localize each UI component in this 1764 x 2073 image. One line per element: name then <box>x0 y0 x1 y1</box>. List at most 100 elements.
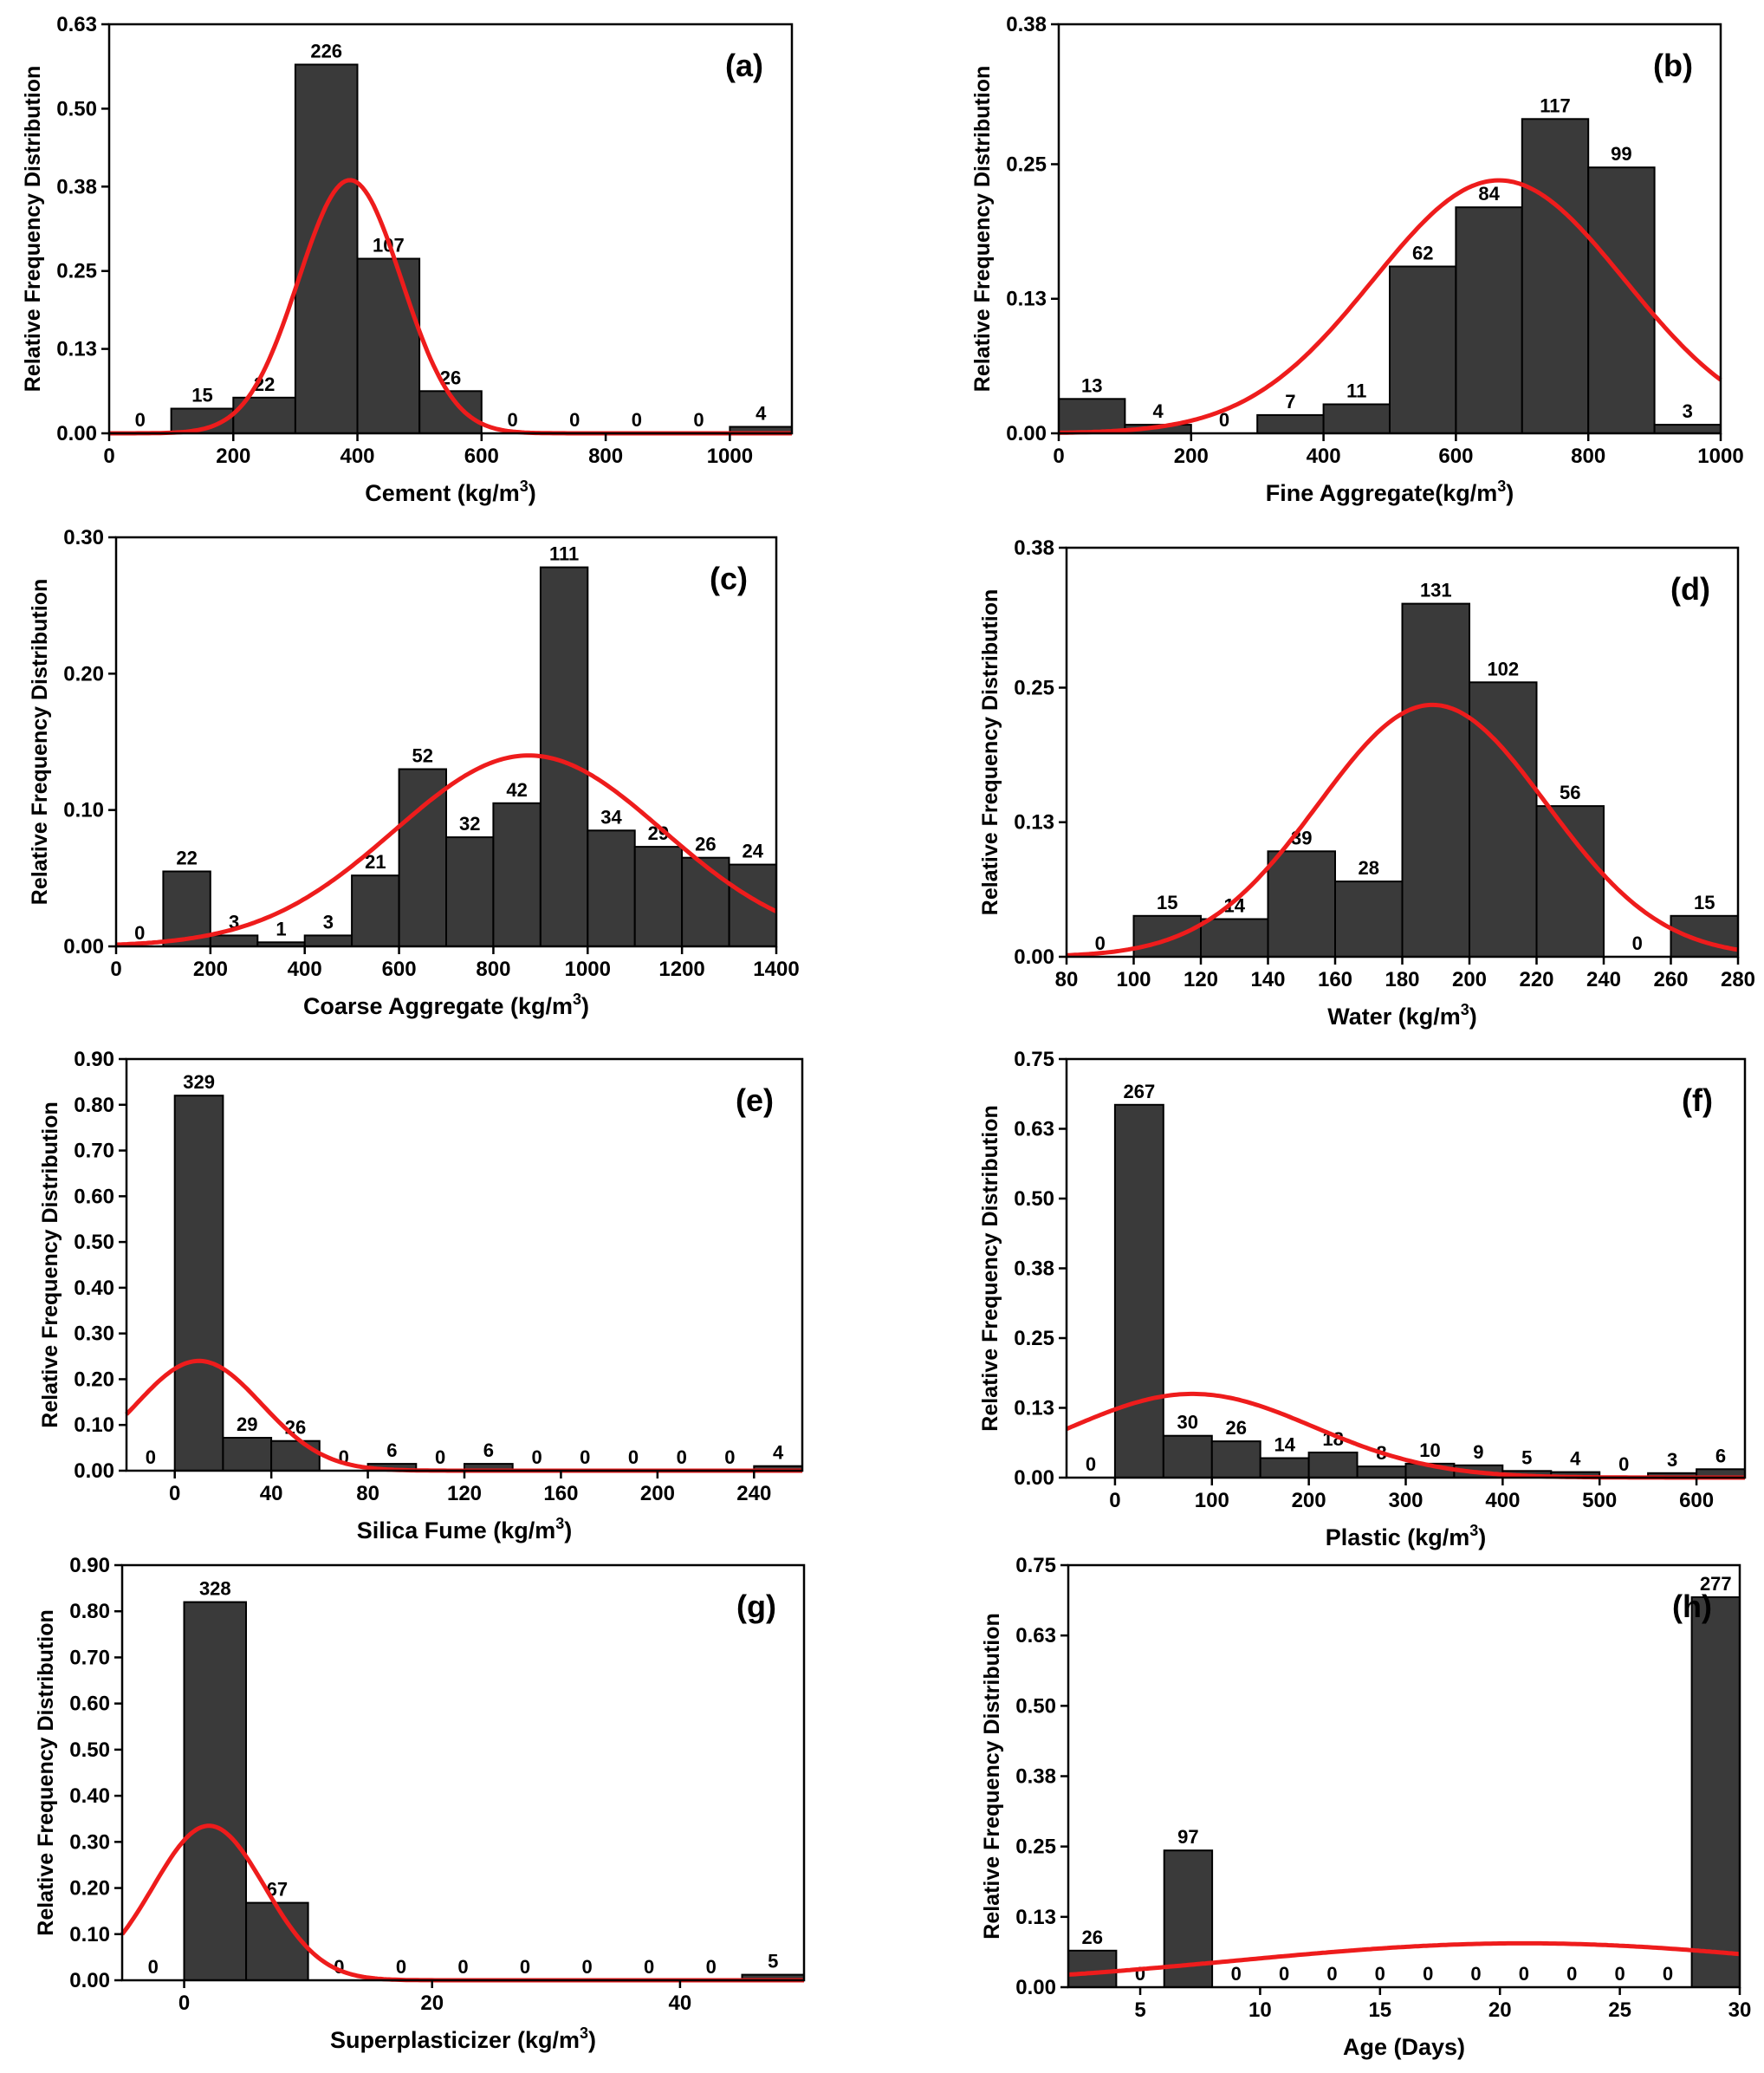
y-tick-label: 0.10 <box>69 1923 110 1946</box>
panel-letter: (h) <box>1672 1589 1712 1624</box>
count-label: 0 <box>507 409 517 431</box>
y-axis-label: Relative Frequency Distribution <box>978 589 1002 915</box>
count-label: 0 <box>135 409 146 431</box>
count-label: 0 <box>1470 1963 1481 1985</box>
x-tick-label: 80 <box>1055 968 1079 991</box>
x-axis-label-suffix: ) <box>581 993 589 1019</box>
count-label: 0 <box>580 1446 590 1468</box>
count-label: 0 <box>1423 1963 1433 1985</box>
count-label: 0 <box>644 1956 654 1978</box>
x-tick-label: 100 <box>1195 1489 1229 1512</box>
count-label: 42 <box>506 779 527 801</box>
count-label: 0 <box>520 1956 530 1978</box>
count-label: 24 <box>743 841 764 862</box>
y-tick-label: 0.50 <box>74 1231 114 1254</box>
count-label: 0 <box>1375 1963 1385 1985</box>
x-axis-label-suffix: ) <box>1506 480 1514 506</box>
y-axis-label: Relative Frequency Distribution <box>970 66 995 392</box>
x-tick-label: 180 <box>1385 968 1419 991</box>
count-label: 0 <box>724 1446 735 1468</box>
x-tick-label: 280 <box>1721 968 1755 991</box>
x-axis-label: Fine Aggregate(kg/m3) <box>1266 478 1514 506</box>
x-tick-label: 300 <box>1388 1489 1423 1512</box>
x-tick-label: 800 <box>588 445 623 468</box>
y-tick-label: 0.50 <box>1014 1187 1054 1211</box>
count-label: 3 <box>1667 1449 1677 1471</box>
y-tick-label: 0.63 <box>1014 1118 1054 1141</box>
y-tick-label: 0.00 <box>74 1459 114 1483</box>
x-axis-label-suffix: ) <box>1469 1004 1477 1030</box>
panel-letter: (b) <box>1653 48 1693 83</box>
count-label: 28 <box>1359 857 1379 879</box>
y-tick-label: 0.25 <box>1015 1836 1056 1859</box>
y-tick-label: 0.13 <box>1014 811 1054 835</box>
count-label: 4 <box>1152 400 1164 422</box>
y-tick-label: 0.50 <box>1015 1694 1056 1718</box>
y-tick-label: 0.20 <box>74 1368 114 1391</box>
count-label: 0 <box>146 1446 156 1468</box>
count-label: 0 <box>677 1446 687 1468</box>
y-tick-label: 0.80 <box>69 1600 110 1623</box>
count-label: 3 <box>323 911 334 933</box>
histogram-bar <box>1259 1457 1310 1478</box>
histogram-bar <box>1401 602 1470 958</box>
y-tick-label: 0.13 <box>1014 1397 1054 1420</box>
y-tick-label: 0.20 <box>69 1877 110 1901</box>
x-tick-label: 80 <box>356 1482 379 1505</box>
y-tick-label: 0.20 <box>63 662 104 686</box>
histogram-bar <box>1307 1452 1359 1478</box>
count-label: 0 <box>457 1956 468 1978</box>
y-tick-label: 0.00 <box>1014 946 1054 969</box>
x-axis-label-superscript: 3 <box>520 478 529 495</box>
histogram-bar <box>183 1601 247 1981</box>
x-tick-label: 200 <box>640 1482 675 1505</box>
y-tick-label: 0.00 <box>1014 1466 1054 1490</box>
y-tick-label: 0.90 <box>69 1554 110 1577</box>
x-axis-label: Cement (kg/m3) <box>365 478 536 506</box>
histogram-bar <box>1690 1596 1741 1988</box>
panel-letter: (a) <box>725 48 763 83</box>
x-tick-label: 600 <box>382 958 417 981</box>
histogram-bar <box>173 1095 224 1472</box>
y-tick-label: 0.13 <box>1015 1906 1056 1929</box>
histogram-bar <box>1455 206 1523 434</box>
count-label: 30 <box>1177 1412 1198 1433</box>
count-label: 3 <box>1683 400 1693 422</box>
x-axis-label-text: Water (kg/m <box>1327 1004 1461 1030</box>
y-tick-label: 0.38 <box>56 175 97 198</box>
count-label: 6 <box>483 1439 494 1461</box>
count-label: 0 <box>1618 1453 1629 1475</box>
y-tick-label: 0.13 <box>56 338 97 361</box>
histogram-bar <box>1389 265 1457 434</box>
count-label: 56 <box>1560 782 1580 803</box>
count-label: 0 <box>1663 1963 1673 1985</box>
count-label: 0 <box>1614 1963 1625 1985</box>
count-label: 15 <box>1694 892 1715 913</box>
count-label: 13 <box>1081 374 1102 396</box>
y-tick-label: 0.70 <box>69 1646 110 1669</box>
y-axis-label: Relative Frequency Distribution <box>978 1105 1002 1431</box>
histogram-bar <box>681 856 730 948</box>
count-label: 328 <box>199 1578 231 1600</box>
x-axis-label-superscript: 3 <box>580 2024 588 2042</box>
count-label: 0 <box>531 1446 542 1468</box>
plot-frame <box>1057 23 1722 435</box>
count-label: 0 <box>581 1956 592 1978</box>
x-tick-label: 15 <box>1368 1998 1391 2022</box>
x-tick-label: 120 <box>447 1482 482 1505</box>
count-label: 0 <box>693 409 704 431</box>
x-axis-label-text: Superplasticizer (kg/m <box>330 2027 580 2053</box>
y-axis-label: Relative Frequency Distribution <box>28 579 52 905</box>
histogram-bar <box>1334 881 1404 958</box>
normal-fit-curve <box>1066 702 1739 958</box>
y-tick-label: 0.00 <box>63 935 104 959</box>
y-tick-label: 0.00 <box>56 422 97 445</box>
count-label: 52 <box>412 745 433 767</box>
x-tick-label: 800 <box>1571 445 1605 468</box>
count-label: 7 <box>1285 391 1295 413</box>
count-label: 32 <box>459 813 480 835</box>
plot-frame <box>107 23 794 435</box>
x-axis-label: Superplasticizer (kg/m3) <box>330 2024 596 2053</box>
x-axis-label-superscript: 3 <box>1497 478 1506 495</box>
